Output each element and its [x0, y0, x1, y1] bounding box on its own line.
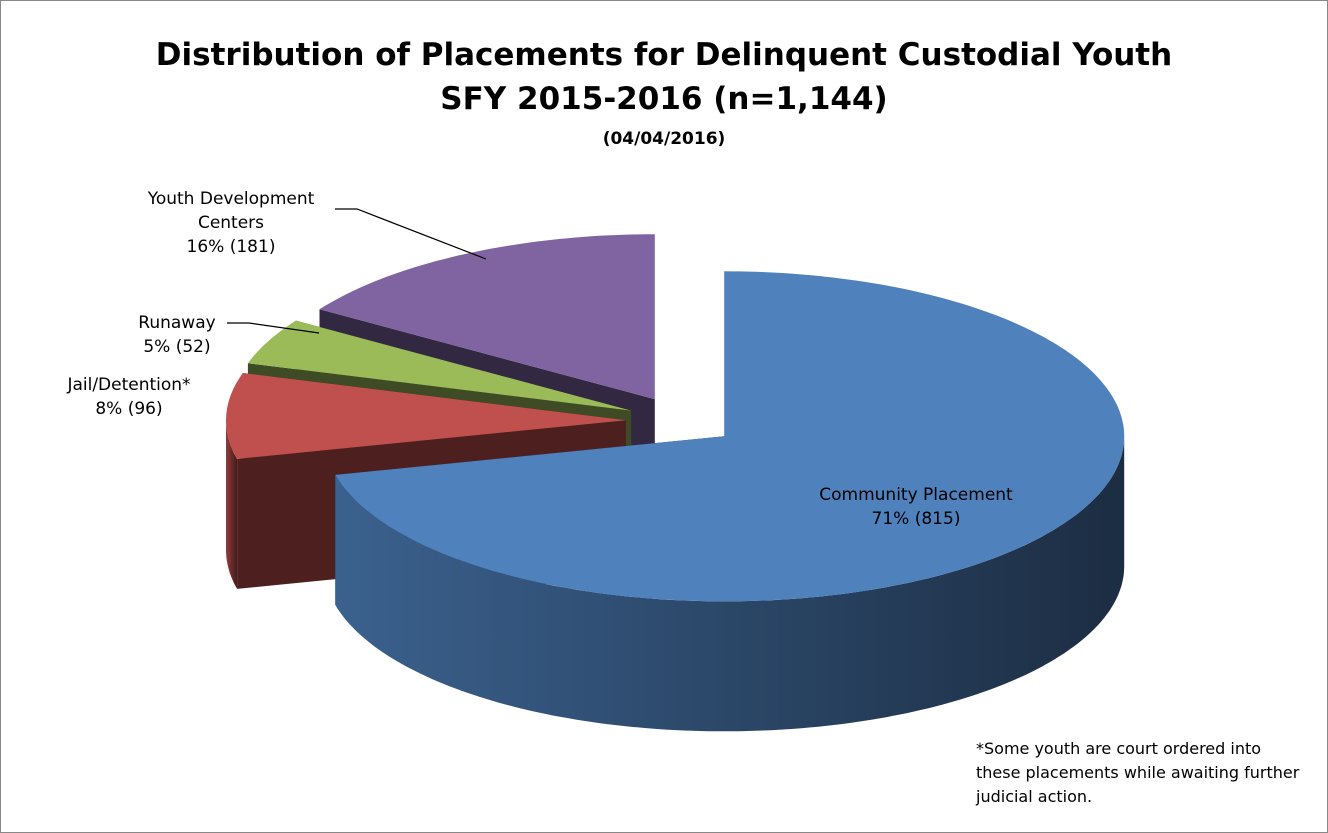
slice-label: Jail/Detention* 8% (96)	[29, 373, 229, 421]
slice	[226, 373, 626, 459]
value-label: 16% (181)	[186, 237, 276, 257]
slice-wall	[226, 420, 238, 589]
footnote: *Some youth are court ordered into these…	[976, 739, 1300, 806]
value-label: 5% (52)	[143, 337, 211, 357]
slice	[319, 234, 655, 400]
value-label: 8% (96)	[95, 399, 163, 419]
leader-line	[335, 208, 487, 260]
slice-label: Runaway 5% (52)	[117, 311, 237, 359]
slice-wall	[335, 436, 1125, 732]
leader-line	[227, 322, 320, 334]
category-label: Youth Development Centers	[147, 189, 315, 233]
chart-title: Distribution of Placements for Delinquen…	[155, 37, 1173, 73]
chart-date: (04/04/2016)	[602, 129, 726, 149]
slice-label: Youth Development Centers 16% (181)	[116, 187, 346, 259]
category-label: Runaway	[138, 313, 216, 333]
category-label: Community Placement	[819, 485, 1013, 505]
slice	[335, 271, 1125, 602]
chart-subtitle: SFY 2015-2016 (n=1,144)	[440, 81, 888, 117]
slice-label: Community Placement 71% (815)	[786, 483, 1046, 531]
category-label: Jail/Detention*	[67, 375, 191, 395]
slice	[247, 320, 632, 411]
value-label: 71% (815)	[871, 509, 961, 529]
